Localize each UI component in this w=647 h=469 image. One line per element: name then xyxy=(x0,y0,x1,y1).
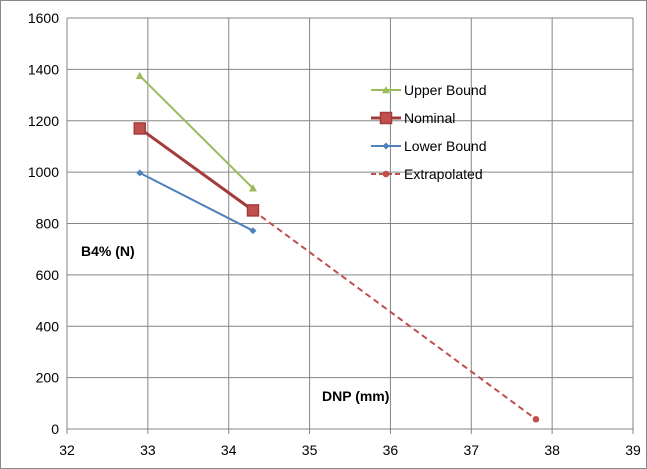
series-upper-bound xyxy=(135,71,257,192)
legend-label-lower-bound: Lower Bound xyxy=(404,138,487,154)
nominal-point xyxy=(246,204,260,217)
legend: Upper Bound Nominal Lower Bound Extrapolate… xyxy=(371,82,487,182)
lower-bound-line xyxy=(139,172,254,232)
x-tick-label: 38 xyxy=(544,442,560,458)
x-tick-label: 35 xyxy=(302,442,318,458)
legend-label-extrapolated: Extrapolated xyxy=(404,166,483,182)
legend-marker-lower-bound xyxy=(382,142,390,150)
upper-bound-point xyxy=(135,71,144,79)
x-tick-label: 32 xyxy=(59,442,75,458)
y-tick-label: 600 xyxy=(36,267,60,283)
x-tick-labels: 32 33 34 35 36 37 38 39 xyxy=(59,442,641,458)
y-tick-label: 1600 xyxy=(28,10,59,26)
y-tick-label: 200 xyxy=(36,370,60,386)
series-lower-bound xyxy=(136,169,257,235)
nominal-point xyxy=(133,122,147,135)
legend-marker-extrapolated xyxy=(382,170,390,178)
legend-label-nominal: Nominal xyxy=(404,110,455,126)
lower-bound-point xyxy=(249,227,257,235)
x-tick-label: 37 xyxy=(463,442,479,458)
x-tick-label: 33 xyxy=(140,442,156,458)
legend-item-nominal: Nominal xyxy=(371,110,455,126)
extrapolated-point xyxy=(532,415,540,423)
y-tick-label: 0 xyxy=(51,421,59,437)
legend-item-extrapolated: Extrapolated xyxy=(371,166,483,182)
x-tick-label: 36 xyxy=(383,442,399,458)
y-axis-label: B4% (N) xyxy=(81,243,135,259)
upper-bound-line xyxy=(139,75,254,190)
series-nominal xyxy=(133,122,260,217)
x-tick-label: 34 xyxy=(221,442,237,458)
gridlines xyxy=(66,17,634,434)
y-tick-label: 1200 xyxy=(28,113,59,129)
legend-marker-upper-bound xyxy=(382,86,390,94)
y-tick-label: 1400 xyxy=(28,61,59,77)
x-tick-label: 39 xyxy=(625,442,641,458)
y-tick-label: 800 xyxy=(36,216,60,232)
extrapolated-line xyxy=(252,209,537,421)
x-axis-label: DNP (mm) xyxy=(322,388,389,404)
legend-item-upper-bound: Upper Bound xyxy=(371,82,487,98)
legend-label-upper-bound: Upper Bound xyxy=(404,82,487,98)
series-extrapolated xyxy=(252,209,540,423)
y-tick-label: 1000 xyxy=(28,164,59,180)
y-tick-labels: 0 200 400 600 800 1000 1200 1400 1600 xyxy=(28,10,59,437)
lower-bound-point xyxy=(136,169,144,177)
y-tick-label: 400 xyxy=(36,318,60,334)
nominal-line xyxy=(138,127,254,212)
legend-marker-nominal xyxy=(379,111,393,125)
upper-bound-point xyxy=(248,184,257,192)
data-series xyxy=(133,71,540,423)
legend-item-lower-bound: Lower Bound xyxy=(371,138,487,154)
